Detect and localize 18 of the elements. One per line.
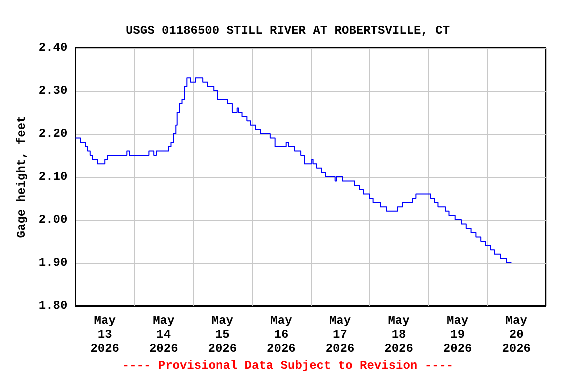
x-tick-label: May 19 2026 [443,314,472,356]
y-tick-label: 2.00 [38,213,68,227]
y-tick-label: 2.20 [38,127,68,141]
x-tick-label: May 15 2026 [208,314,238,356]
x-tick-label: May 16 2026 [267,314,296,356]
y-tick-label: 2.30 [38,84,68,98]
text: ---- Provisional Data Subject to Revision ---- [122,359,454,373]
x-tick-label: May 20 2026 [502,314,532,356]
x-tick-label: May 18 2026 [384,314,414,356]
y-tick-label: 2.10 [38,170,68,184]
x-tick-label: May 17 2026 [326,314,355,356]
chart-title: USGS 01186500 STILL RIVER AT ROBERTSVILLE, CT [126,24,450,38]
y-axis-title: Gage height, feet [15,116,29,238]
x-tick-label: May 14 2026 [149,314,178,356]
y-tick-label: 1.80 [38,299,68,313]
y-tick-label: 2.40 [38,41,68,55]
x-tick-label: May 13 2026 [90,314,120,356]
y-tick-label: 1.90 [38,256,68,270]
